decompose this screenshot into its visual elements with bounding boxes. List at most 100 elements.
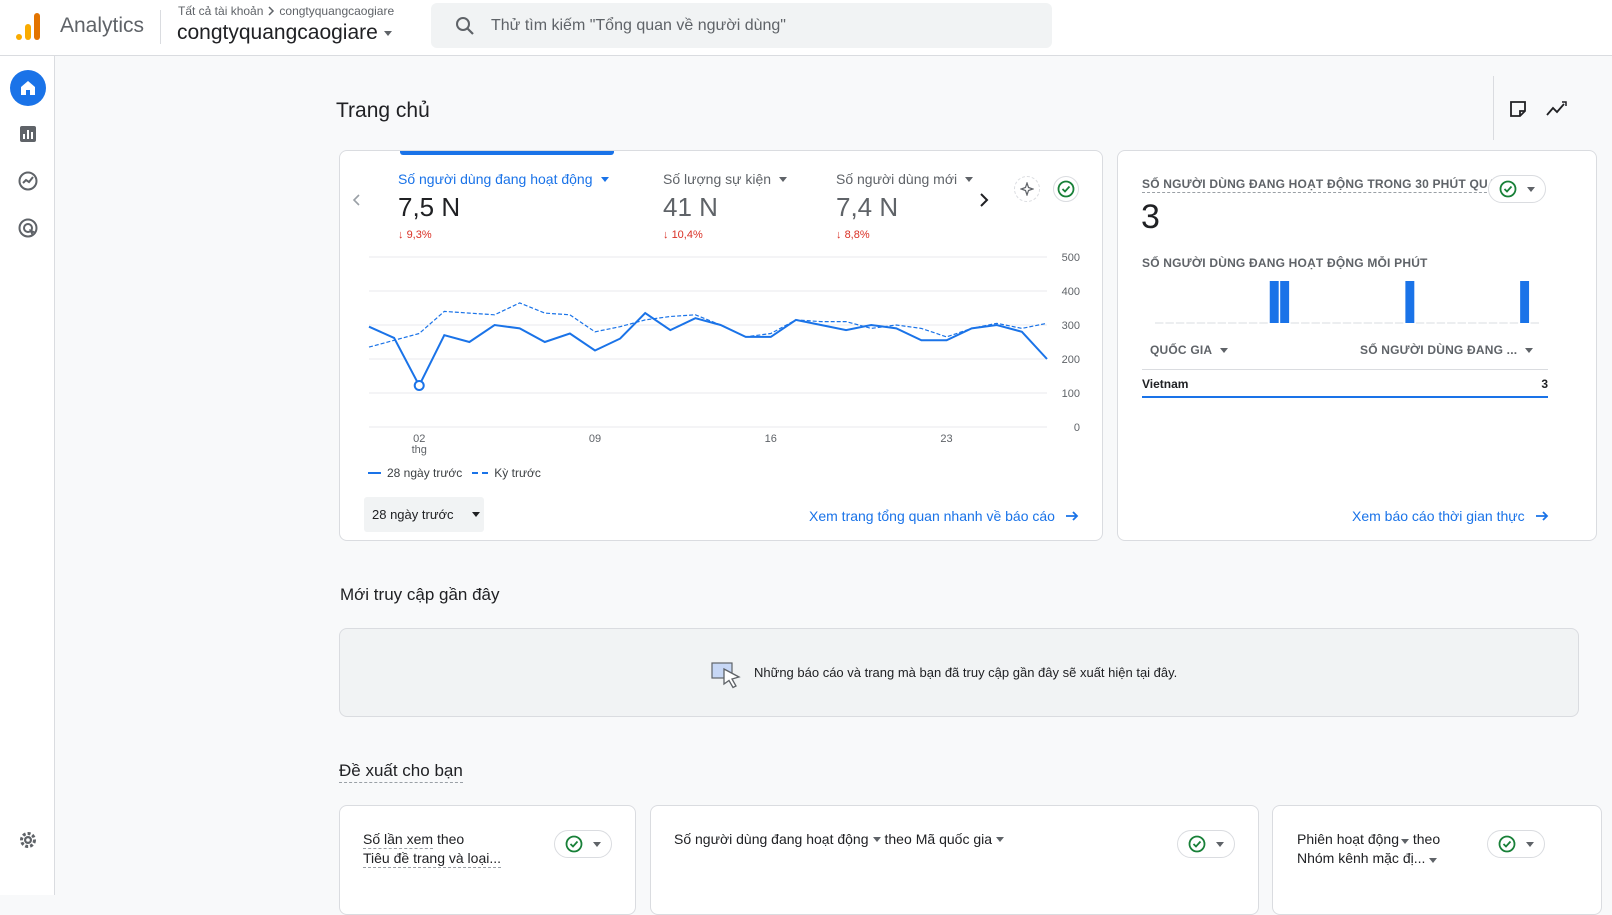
realtime-status-pill[interactable] <box>1488 175 1546 203</box>
table-row[interactable]: Vietnam 3 <box>1142 376 1548 398</box>
minute-bar[interactable] <box>1280 281 1290 323</box>
intelligence-badge[interactable] <box>1014 176 1040 202</box>
app-name: Analytics <box>60 14 145 37</box>
metric-name[interactable]: Phiên hoạt động <box>1297 831 1399 847</box>
metric-value: 41 N <box>663 192 718 222</box>
suggestion-status-pill[interactable] <box>554 830 612 858</box>
metric-change: ↓ 10,4% <box>663 229 703 241</box>
date-range-label: 28 ngày trước <box>372 507 454 522</box>
suggestion-title: Số người dùng đang hoạt động theo Mã quố… <box>674 830 1005 849</box>
check-circle-icon <box>565 835 583 853</box>
check-circle-icon <box>1057 180 1075 198</box>
country-column-header[interactable]: QUỐC GIA <box>1150 343 1229 357</box>
suggestion-card-active-users-country[interactable]: Số người dùng đang hoạt động theo Mã quố… <box>650 805 1259 915</box>
right-toolbar <box>1493 76 1612 140</box>
suggestion-card-page-views[interactable]: Số lần xem theo Tiêu đề trang và loại... <box>339 805 636 915</box>
explore-icon <box>18 171 38 191</box>
date-range-dropdown[interactable]: 28 ngày trước <box>364 497 484 532</box>
per-minute-title: SỐ NGƯỜI DÙNG ĐANG HOẠT ĐỘNG MỖI PHÚT <box>1142 256 1428 270</box>
users-cell: 3 <box>1541 377 1548 391</box>
y-tick-label: 100 <box>1062 388 1080 400</box>
left-nav <box>0 56 55 895</box>
header-divider <box>160 10 161 44</box>
minute-bar[interactable] <box>1269 281 1279 323</box>
chart-legend: 28 ngày trước Kỳ trước <box>368 466 541 480</box>
metric-label: Số người dùng đang hoạt động <box>398 171 609 187</box>
y-tick-label: 400 <box>1062 286 1080 298</box>
analytics-logo-icon[interactable] <box>14 10 42 42</box>
reports-icon <box>20 126 36 142</box>
suggested-section-title: Đề xuất cho bạn <box>339 761 463 783</box>
caret-down-icon <box>779 176 788 182</box>
minute-bar[interactable] <box>1405 281 1415 323</box>
chevron-left-icon[interactable] <box>350 193 364 207</box>
check-circle-icon <box>1498 835 1516 853</box>
joiner-text: theo <box>436 831 465 847</box>
minute-bar[interactable] <box>1520 281 1530 323</box>
search-bar[interactable] <box>431 3 1052 48</box>
home-icon <box>21 81 35 95</box>
metric-label: Số lượng sự kiện <box>663 171 788 187</box>
table-divider <box>1142 369 1548 370</box>
caret-down-icon <box>1527 186 1535 192</box>
min-point-marker[interactable] <box>413 380 425 392</box>
realtime-value: 3 <box>1141 198 1160 236</box>
legend-dashed-swatch <box>472 472 489 474</box>
nav-advertising[interactable] <box>10 210 46 246</box>
column-label: SỐ NGƯỜI DÙNG ĐANG ... <box>1360 343 1518 357</box>
nav-explore[interactable] <box>10 163 46 199</box>
metric-tab-new-users[interactable]: Số người dùng mới 7,4 N ↓ 8,8% <box>836 171 974 241</box>
legend-solid-swatch <box>368 472 381 474</box>
arrow-right-icon <box>1065 511 1079 521</box>
caret-down-icon <box>1526 841 1534 847</box>
metric-name[interactable]: Số người dùng đang hoạt động <box>674 831 869 847</box>
suggestion-status-pill[interactable] <box>1487 830 1545 858</box>
dimension-name[interactable]: Nhóm kênh mặc đị... <box>1297 850 1426 866</box>
arrow-right-icon <box>1535 511 1548 521</box>
nav-reports[interactable] <box>10 116 46 152</box>
joiner-text: theo <box>884 831 912 847</box>
metric-tab-event-count[interactable]: Số lượng sự kiện 41 N ↓ 10,4% <box>663 171 788 241</box>
caret-down-icon <box>383 30 392 36</box>
page-title: Trang chủ <box>336 99 430 122</box>
series-line-previous <box>368 302 1048 348</box>
nav-settings[interactable] <box>10 822 46 858</box>
users-column-header[interactable]: SỐ NGƯỜI DÙNG ĐANG ... <box>1360 343 1534 357</box>
active-tab-indicator <box>400 151 614 155</box>
overview-card: Số người dùng đang hoạt động 7,5 N ↓ 9,3… <box>339 150 1103 541</box>
x-tick-label: 09 <box>589 433 601 445</box>
suggestion-status-pill[interactable] <box>1177 830 1235 858</box>
x-tick-label: 02 <box>413 433 425 445</box>
x-tick-sublabel: thg <box>412 444 427 456</box>
caret-down-icon <box>965 176 974 182</box>
trend-icon[interactable] <box>1546 100 1568 118</box>
search-icon <box>456 17 474 35</box>
account-selector[interactable]: congtyquangcaogiare <box>177 21 392 45</box>
suggestion-card-sessions-channel[interactable]: Phiên hoạt động theo Nhóm kênh mặc đị... <box>1272 805 1602 915</box>
caret-down-icon <box>1216 841 1224 847</box>
overview-report-link[interactable]: Xem trang tổng quan nhanh về báo cáo <box>809 508 1079 524</box>
search-input[interactable] <box>491 13 1031 39</box>
suggestion-title: Số lần xem theo Tiêu đề trang và loại... <box>363 830 502 868</box>
country-cell: Vietnam <box>1142 377 1189 391</box>
realtime-title: SỐ NGƯỜI DÙNG ĐANG HOẠT ĐỘNG TRONG 30 PH… <box>1142 177 1497 193</box>
breadcrumb-property[interactable]: congtyquangcaogiare <box>279 4 395 18</box>
metric-tab-active-users[interactable]: Số người dùng đang hoạt động 7,5 N ↓ 9,3… <box>398 171 609 241</box>
nav-home[interactable] <box>10 70 46 106</box>
x-tick-label: 16 <box>765 433 777 445</box>
breadcrumb-all-accounts[interactable]: Tất cả tài khoản <box>178 4 264 18</box>
chevron-right-icon <box>268 6 275 16</box>
realtime-report-link[interactable]: Xem báo cáo thời gian thực <box>1352 508 1549 524</box>
y-tick-label: 300 <box>1062 320 1080 332</box>
check-circle-icon <box>1499 180 1517 198</box>
chevron-right-icon[interactable] <box>977 192 991 208</box>
caret-down-icon <box>1429 858 1438 863</box>
dimension-name[interactable]: Mã quốc gia <box>915 831 993 847</box>
insights-icon[interactable] <box>1509 100 1527 118</box>
caret-down-icon <box>1400 839 1409 844</box>
account-name: congtyquangcaogiare <box>177 21 378 44</box>
metric-change: ↓ 9,3% <box>398 229 432 241</box>
recent-section-title: Mới truy cập gần đây <box>340 585 500 604</box>
status-check-badge[interactable] <box>1053 176 1079 202</box>
